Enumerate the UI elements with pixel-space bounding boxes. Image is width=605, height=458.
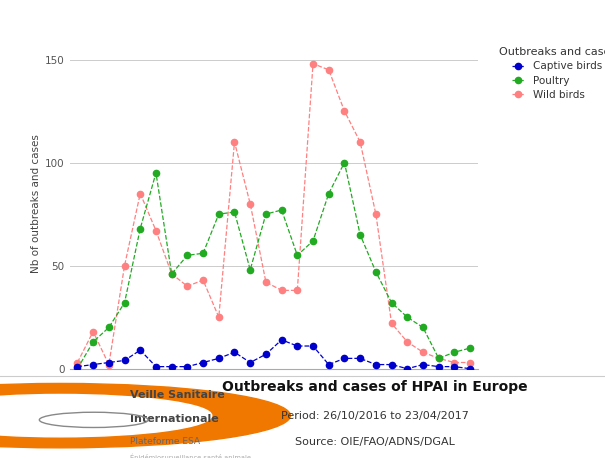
Circle shape [0, 383, 290, 448]
X-axis label: Week: Week [258, 415, 290, 428]
Text: Source: OIE/FAO/ADNS/DGAL: Source: OIE/FAO/ADNS/DGAL [295, 437, 455, 447]
Text: Outbreaks and cases of HPAI in Europe: Outbreaks and cases of HPAI in Europe [222, 380, 528, 394]
Text: Internationale: Internationale [130, 414, 219, 424]
Y-axis label: Nb of outbreaks and cases: Nb of outbreaks and cases [31, 134, 41, 273]
Text: Épidémiosurveillance santé animale: Épidémiosurveillance santé animale [130, 454, 251, 458]
Circle shape [0, 394, 212, 437]
Legend: Captive birds, Poultry, Wild birds: Captive birds, Poultry, Wild birds [495, 44, 605, 103]
Text: Veille Sanitaire: Veille Sanitaire [130, 390, 225, 400]
Text: Plateforme ESA: Plateforme ESA [130, 437, 200, 446]
Text: Period: 26/10/2016 to 23/04/2017: Period: 26/10/2016 to 23/04/2017 [281, 411, 469, 421]
